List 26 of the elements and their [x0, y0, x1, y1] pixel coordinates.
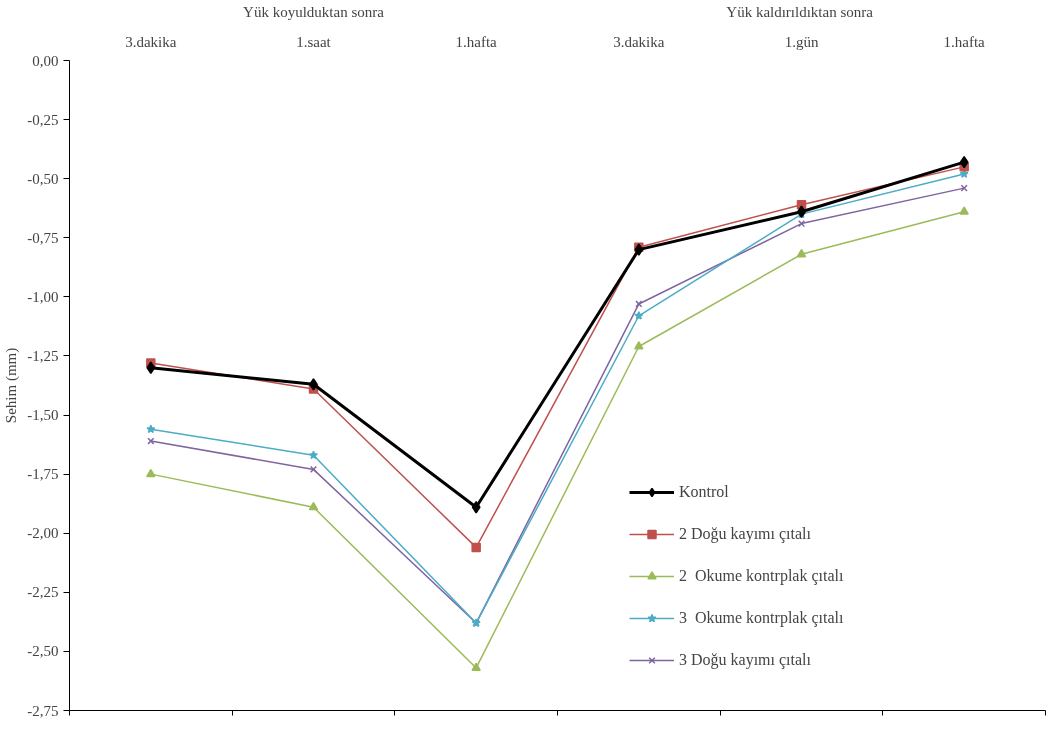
y-tick-label: -0,75: [27, 229, 59, 246]
y-tick-label: -2,00: [27, 525, 59, 542]
legend-label: Kontrol: [679, 483, 729, 501]
y-tick-label: -2,50: [27, 643, 59, 660]
text: Yük koyulduktan sonra: [243, 3, 385, 20]
y-tick-label: -1,00: [27, 288, 59, 305]
y-tick-label: -0,50: [27, 170, 59, 187]
legend-label: 3 Doğu kayımı çıtalı: [679, 651, 811, 669]
legend-label: 3 Okume kontrplak çıtalı: [679, 609, 844, 627]
y-tick-label: -1,50: [27, 407, 59, 424]
x-tick-label: 3.dakika: [125, 33, 177, 50]
y-tick-label: 0,00: [32, 52, 59, 69]
y-axis-title: Sehim (mm): [3, 347, 21, 424]
x-tick-label: 1.hafta: [943, 33, 986, 50]
legend-label: 2 Okume kontrplak çıtalı: [679, 567, 844, 585]
x-tick-label: 1.gün: [784, 33, 819, 50]
y-tick-label: -2,75: [27, 702, 59, 719]
y-tick-label: -1,25: [27, 347, 59, 364]
text: Yük kaldırıldıktan sonra: [726, 3, 874, 20]
x-tick-label: 3.dakika: [613, 33, 665, 50]
y-tick-label: -0,25: [27, 111, 59, 128]
x-tick-label: 1.hafta: [455, 33, 498, 50]
y-tick-label: -1,75: [27, 466, 59, 483]
y-tick-label: -2,25: [27, 584, 59, 601]
legend-label: 2 Doğu kayımı çıtalı: [679, 525, 811, 543]
x-tick-label: 1.saat: [296, 33, 332, 50]
